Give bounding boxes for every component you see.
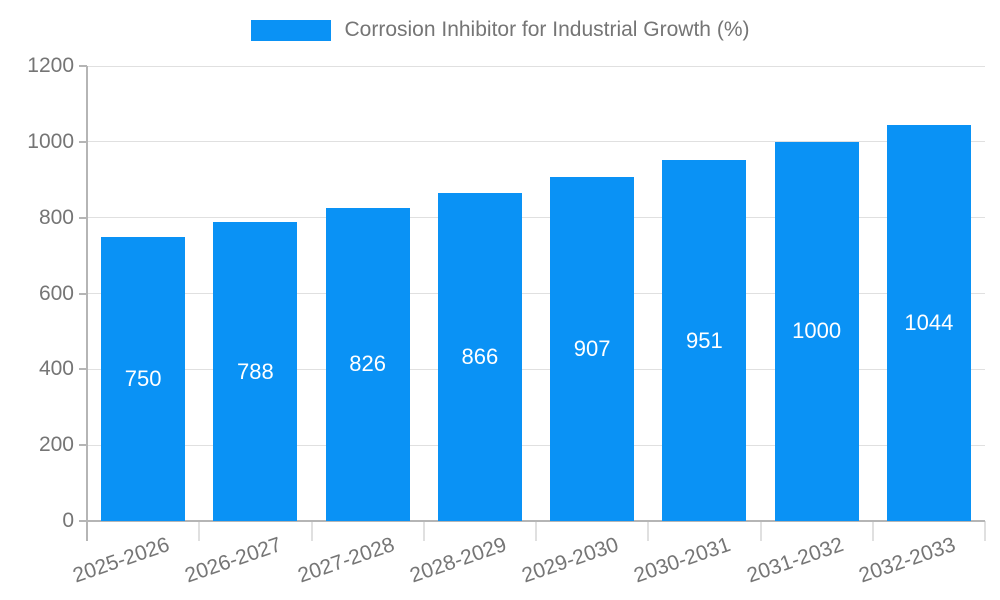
y-axis-tick (79, 216, 87, 219)
legend-label: Corrosion Inhibitor for Industrial Growt… (344, 18, 750, 41)
x-axis-tick (759, 521, 762, 541)
x-axis-tick (310, 521, 313, 541)
y-gridline (87, 444, 985, 446)
bar-value-label: 788 (237, 358, 274, 384)
y-axis-label: 400 (38, 357, 74, 381)
y-gridline (87, 293, 985, 294)
bar-value-label: 750 (124, 365, 162, 391)
bar-value-label: 951 (686, 327, 723, 353)
x-axis-tick (984, 521, 986, 541)
legend-swatch (250, 19, 331, 41)
y-gridline (87, 141, 985, 143)
y-axis-tick (79, 444, 87, 447)
bar (437, 192, 522, 521)
y-gridline (87, 368, 985, 370)
y-axis-tick (79, 520, 87, 522)
x-axis-tick (647, 521, 650, 541)
x-axis-tick (871, 521, 874, 541)
y-gridline (87, 65, 985, 67)
y-axis-tick (79, 292, 87, 295)
bar (774, 141, 859, 521)
chart-legend: Corrosion Inhibitor for Industrial Growt… (0, 18, 1000, 42)
bar (101, 236, 186, 521)
x-axis-line (87, 520, 985, 522)
y-axis-label: 1200 (27, 54, 74, 77)
y-axis-label: 1000 (27, 129, 74, 153)
bar (662, 160, 747, 521)
bar (213, 222, 298, 521)
y-axis-label: 200 (38, 433, 74, 457)
y-axis-line (86, 66, 88, 541)
bar (550, 177, 635, 521)
y-axis-label: 800 (38, 205, 74, 229)
bar (325, 207, 410, 521)
bar (886, 125, 971, 521)
bar-value-label: 1000 (792, 318, 842, 344)
y-axis-tick (79, 140, 87, 143)
x-axis-tick (535, 521, 537, 541)
bar-value-label: 907 (573, 336, 611, 362)
y-axis-label: 600 (38, 281, 74, 305)
y-axis-tick (79, 368, 87, 371)
bar-value-label: 866 (461, 343, 499, 369)
bar-value-label: 1044 (904, 310, 954, 336)
bar-value-label: 826 (349, 351, 386, 377)
x-axis-tick (198, 521, 201, 541)
x-axis-tick (422, 521, 425, 541)
y-axis-label: 0 (62, 509, 74, 532)
y-gridline (87, 217, 985, 219)
y-axis-tick (79, 65, 87, 67)
